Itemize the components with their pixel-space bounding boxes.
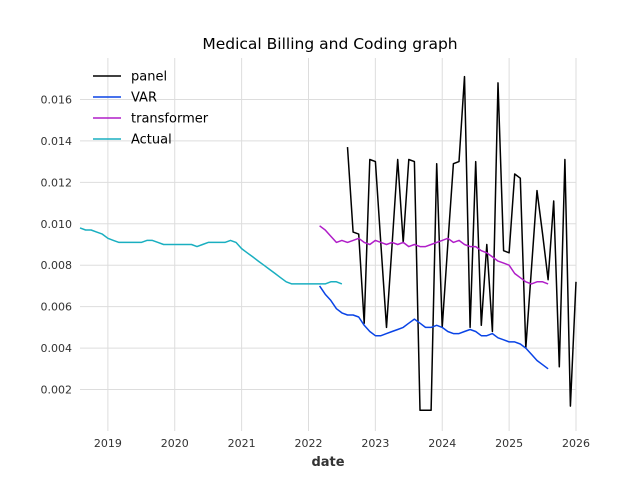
axes: 2019 2020 2021 2022 2023 2024 2025 2026 0.002 0.0…: [41, 93, 591, 450]
y-tick-label: 0.002: [41, 384, 73, 397]
y-tick-label: 0.008: [41, 259, 73, 272]
series-line-panel: [346, 75, 577, 412]
chart-title: Medical Billing and Coding graph: [202, 35, 457, 53]
legend: panel VAR transformer Actual: [93, 70, 209, 148]
x-tick-label: 2025: [495, 437, 523, 450]
series-lines: [79, 75, 577, 412]
x-tick-label: 2020: [161, 437, 189, 450]
y-tick-label: 0.014: [41, 135, 73, 148]
x-tick-label: 2022: [294, 437, 322, 450]
legend-label: VAR: [131, 91, 157, 106]
x-tick-label: 2019: [94, 437, 122, 450]
y-tick-label: 0.012: [41, 176, 73, 189]
legend-label: panel: [131, 70, 167, 85]
legend-label: Actual: [131, 133, 172, 148]
y-tick-label: 0.016: [41, 93, 73, 106]
series-line-var: [318, 285, 549, 370]
y-tick-label: 0.004: [41, 342, 73, 355]
y-tick-label: 0.010: [41, 218, 73, 231]
y-tick-label: 0.006: [41, 301, 73, 314]
x-tick-label: 2023: [361, 437, 389, 450]
series-line-transformer: [319, 225, 549, 285]
x-tick-label: 2024: [428, 437, 456, 450]
series-line-actual: [79, 227, 343, 285]
x-tick-label: 2021: [228, 437, 256, 450]
x-axis-label: date: [311, 455, 344, 470]
legend-label: transformer: [131, 112, 209, 127]
x-tick-label: 2026: [562, 437, 590, 450]
